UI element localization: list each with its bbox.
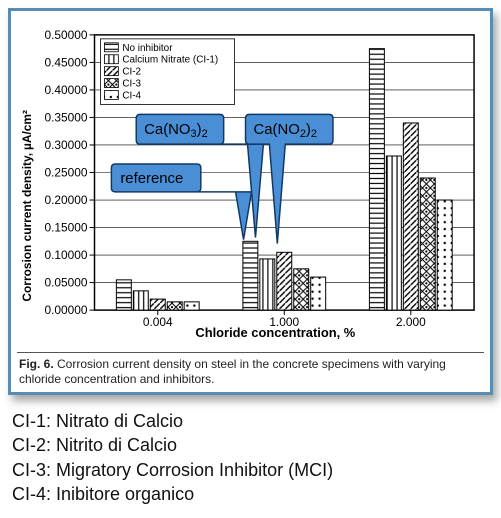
bar [116, 280, 131, 310]
caption-text: Corrosion current density on steel in th… [19, 357, 446, 387]
svg-text:No inhibitor: No inhibitor [122, 43, 173, 54]
svg-text:0.35000: 0.35000 [45, 110, 88, 124]
svg-text:Ca(NO2)2: Ca(NO2)2 [253, 122, 316, 140]
svg-text:0.10000: 0.10000 [45, 248, 88, 262]
svg-text:2.000: 2.000 [396, 315, 426, 329]
svg-text:Ca(NO3)2: Ca(NO3)2 [144, 122, 207, 140]
svg-text:0.25000: 0.25000 [45, 165, 88, 179]
def-ci1: CI-1: Nitrato di Calcio [12, 409, 493, 433]
bar [277, 252, 292, 310]
chart-area: 0.00000 0.05000 0.10000 0.15000 0.20000 0.250… [17, 17, 484, 350]
svg-text:CI-4: CI-4 [122, 90, 141, 101]
legend: No inhibitorCalcium Nitrate (CI-1)CI-2CI… [100, 39, 234, 105]
svg-text:CI-2: CI-2 [122, 67, 141, 78]
svg-text:0.40000: 0.40000 [45, 83, 88, 97]
y-axis-label: Corrosion current density,µA/cm² [20, 110, 34, 302]
bar [184, 302, 199, 310]
def-ci3: CI-3: Migratory Corrosion Inhibitor (MCI… [12, 458, 493, 482]
bar [243, 241, 258, 310]
inhibitor-definitions: CI-1: Nitrato di Calcio CI-2: Nitrito di… [8, 409, 493, 506]
bar [369, 49, 384, 310]
bar [437, 200, 452, 310]
svg-text:Calcium Nitrate (CI-1): Calcium Nitrate (CI-1) [122, 55, 218, 66]
x-axis-label: Chloride concentration, % [195, 325, 355, 340]
svg-text:0.00000: 0.00000 [45, 303, 88, 317]
bar [403, 123, 418, 310]
svg-text:0.30000: 0.30000 [45, 138, 88, 152]
svg-text:0.004: 0.004 [143, 315, 173, 329]
def-ci2: CI-2: Nitrito di Calcio [12, 433, 493, 457]
bar [150, 299, 165, 310]
svg-text:0.50000: 0.50000 [45, 28, 88, 42]
svg-text:reference: reference [120, 171, 183, 187]
svg-text:0.15000: 0.15000 [45, 221, 88, 235]
chart-frame: 0.00000 0.05000 0.10000 0.15000 0.20000 0.250… [8, 8, 493, 395]
bar [386, 156, 401, 310]
svg-text:0.20000: 0.20000 [45, 193, 88, 207]
bar [133, 291, 148, 310]
bar [260, 259, 275, 310]
figure-caption: Fig. 6. Corrosion current density on ste… [17, 352, 484, 390]
chart-svg: 0.00000 0.05000 0.10000 0.15000 0.20000 0.250… [17, 17, 484, 345]
caption-prefix: Fig. 6. [19, 357, 54, 371]
svg-text:0.45000: 0.45000 [45, 55, 88, 69]
def-ci4: CI-4: Inibitore organico [12, 482, 493, 506]
bar [294, 269, 309, 310]
bar [167, 302, 182, 310]
bar [311, 277, 326, 310]
svg-text:CI-3: CI-3 [122, 79, 141, 90]
svg-text:0.05000: 0.05000 [45, 276, 88, 290]
bar [420, 178, 435, 310]
